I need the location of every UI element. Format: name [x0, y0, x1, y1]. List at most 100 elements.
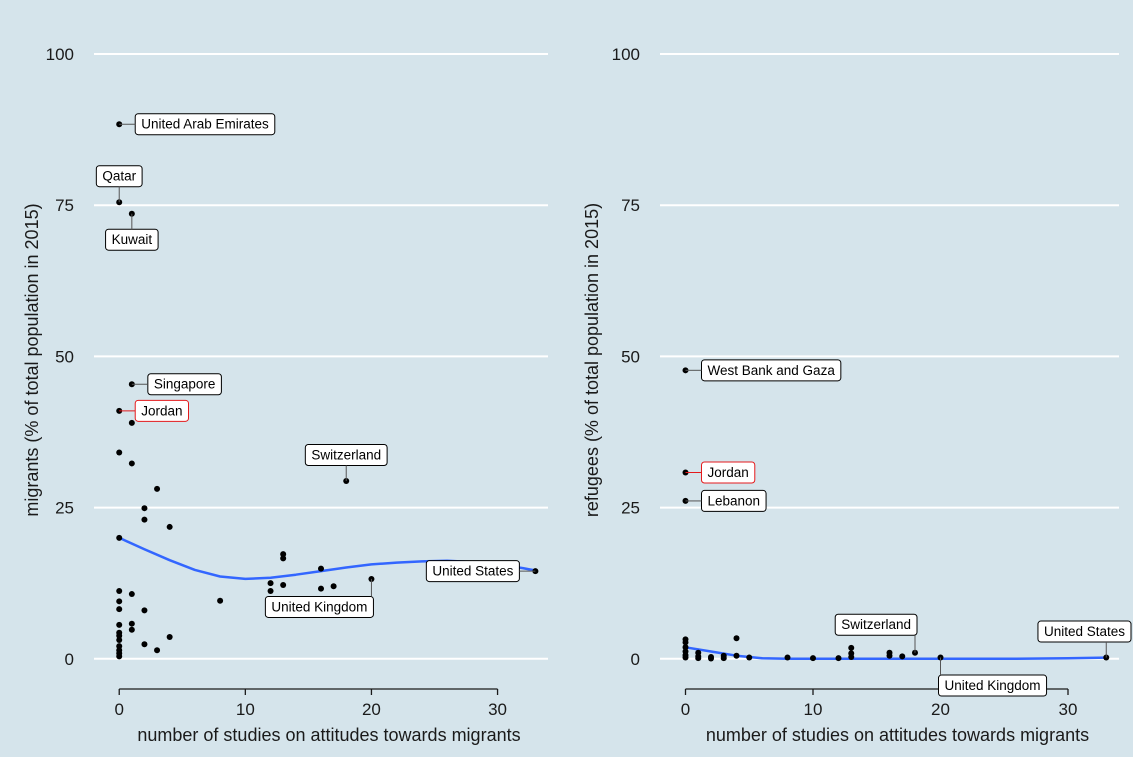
data-point	[899, 653, 906, 660]
data-point	[116, 621, 123, 628]
label-box	[1037, 620, 1132, 643]
left-panel: 0 25 50 75 100 0 10 20 30 number of studies on at…	[0, 0, 566, 757]
point-label-text: Qatar	[102, 169, 136, 184]
data-point	[141, 505, 148, 512]
point-label: Switzerland	[304, 443, 388, 481]
x-axis-title: number of studies on attitudes towards m…	[137, 725, 520, 745]
y-axis-title: refugees (% of total population in 2015)	[582, 203, 602, 517]
label-box	[938, 674, 1048, 697]
y-tick-label: 100	[612, 45, 640, 64]
data-point	[217, 597, 224, 604]
data-point	[733, 652, 740, 659]
point-label: Kuwait	[105, 213, 159, 251]
point-label: Lebanon	[685, 489, 767, 512]
data-point	[682, 639, 689, 646]
data-point	[116, 632, 123, 639]
point-label-text: Lebanon	[708, 493, 761, 508]
point-label-text: Switzerland	[311, 447, 381, 462]
point-label: United Kingdom	[264, 578, 374, 618]
x-tick-label: 30	[488, 700, 507, 719]
data-point	[116, 588, 123, 595]
label-box	[834, 613, 918, 636]
data-point	[116, 637, 123, 644]
data-point	[746, 654, 753, 661]
point-label: Jordan	[119, 399, 190, 422]
data-point	[141, 607, 148, 614]
data-point	[267, 588, 274, 595]
data-point	[330, 583, 337, 590]
data-point	[154, 647, 161, 654]
y-tick-label: 100	[46, 45, 74, 64]
data-point	[810, 655, 816, 662]
point-label: United Arab Emirates	[119, 113, 276, 136]
data-point	[166, 523, 173, 530]
panel-background	[566, 0, 1133, 757]
x-tick-label: 0	[681, 700, 690, 719]
point-label-text: United Kingdom	[945, 678, 1041, 693]
data-point	[318, 585, 324, 592]
point-label: West Bank and Gaza	[685, 359, 842, 382]
point-label-text: United Kingdom	[271, 599, 367, 614]
y-tick-label: 75	[621, 196, 640, 215]
data-point	[267, 580, 274, 587]
point-label-text: United Arab Emirates	[141, 117, 269, 132]
data-point	[116, 653, 123, 660]
x-tick-label: 0	[114, 700, 123, 719]
point-label-text: West Bank and Gaza	[708, 363, 836, 378]
x-axis-title: number of studies on attitudes towards m…	[706, 725, 1089, 745]
data-point	[166, 633, 173, 640]
y-tick-label: 50	[55, 347, 74, 366]
data-point	[128, 460, 135, 467]
y-tick-label: 25	[55, 499, 74, 518]
point-label-text: Kuwait	[112, 232, 153, 247]
data-point	[116, 534, 123, 541]
data-point	[116, 606, 123, 613]
data-point	[116, 449, 123, 456]
y-tick-label: 0	[65, 650, 74, 669]
x-tick-label: 10	[236, 700, 255, 719]
x-tick-label: 20	[362, 700, 381, 719]
point-label-text: Jordan	[708, 465, 749, 480]
data-point	[128, 626, 135, 633]
data-point	[695, 655, 702, 662]
y-tick-label: 50	[621, 347, 640, 366]
point-label: Jordan	[685, 461, 756, 484]
data-point	[733, 635, 740, 642]
data-point	[141, 516, 148, 523]
point-label: Singapore	[131, 373, 222, 396]
right-panel: 0 25 50 75 100 0 10 20 30 number of studies on at…	[566, 0, 1133, 757]
data-point	[154, 485, 161, 492]
data-point	[116, 643, 123, 650]
point-label: Qatar	[95, 165, 143, 203]
y-axis-title: migrants (% of total population in 2015)	[22, 203, 42, 516]
point-label: United Kingdom	[938, 657, 1048, 697]
y-tick-label: 0	[631, 650, 640, 669]
label-box	[264, 595, 374, 618]
point-label-text: Switzerland	[841, 617, 911, 632]
data-point	[128, 419, 135, 426]
point-label-text: Jordan	[141, 403, 182, 418]
data-point	[128, 620, 135, 627]
point-label: Switzerland	[834, 613, 918, 653]
x-tick-label: 30	[1059, 700, 1078, 719]
data-point	[848, 644, 855, 651]
data-point	[280, 551, 287, 558]
data-point	[682, 644, 689, 651]
data-point	[886, 652, 893, 659]
y-tick-label: 75	[55, 196, 74, 215]
data-point	[116, 598, 123, 605]
data-point	[141, 641, 148, 648]
data-point	[708, 655, 714, 662]
point-label: United States	[425, 560, 536, 583]
data-point	[848, 653, 855, 660]
data-point	[835, 655, 842, 662]
data-point	[784, 654, 791, 661]
data-point	[720, 655, 727, 662]
point-label-text: United States	[1044, 624, 1125, 639]
data-point	[280, 581, 287, 588]
panel-background	[0, 0, 566, 757]
data-point	[280, 555, 287, 562]
data-point	[318, 565, 324, 572]
point-label: United States	[1037, 620, 1132, 658]
